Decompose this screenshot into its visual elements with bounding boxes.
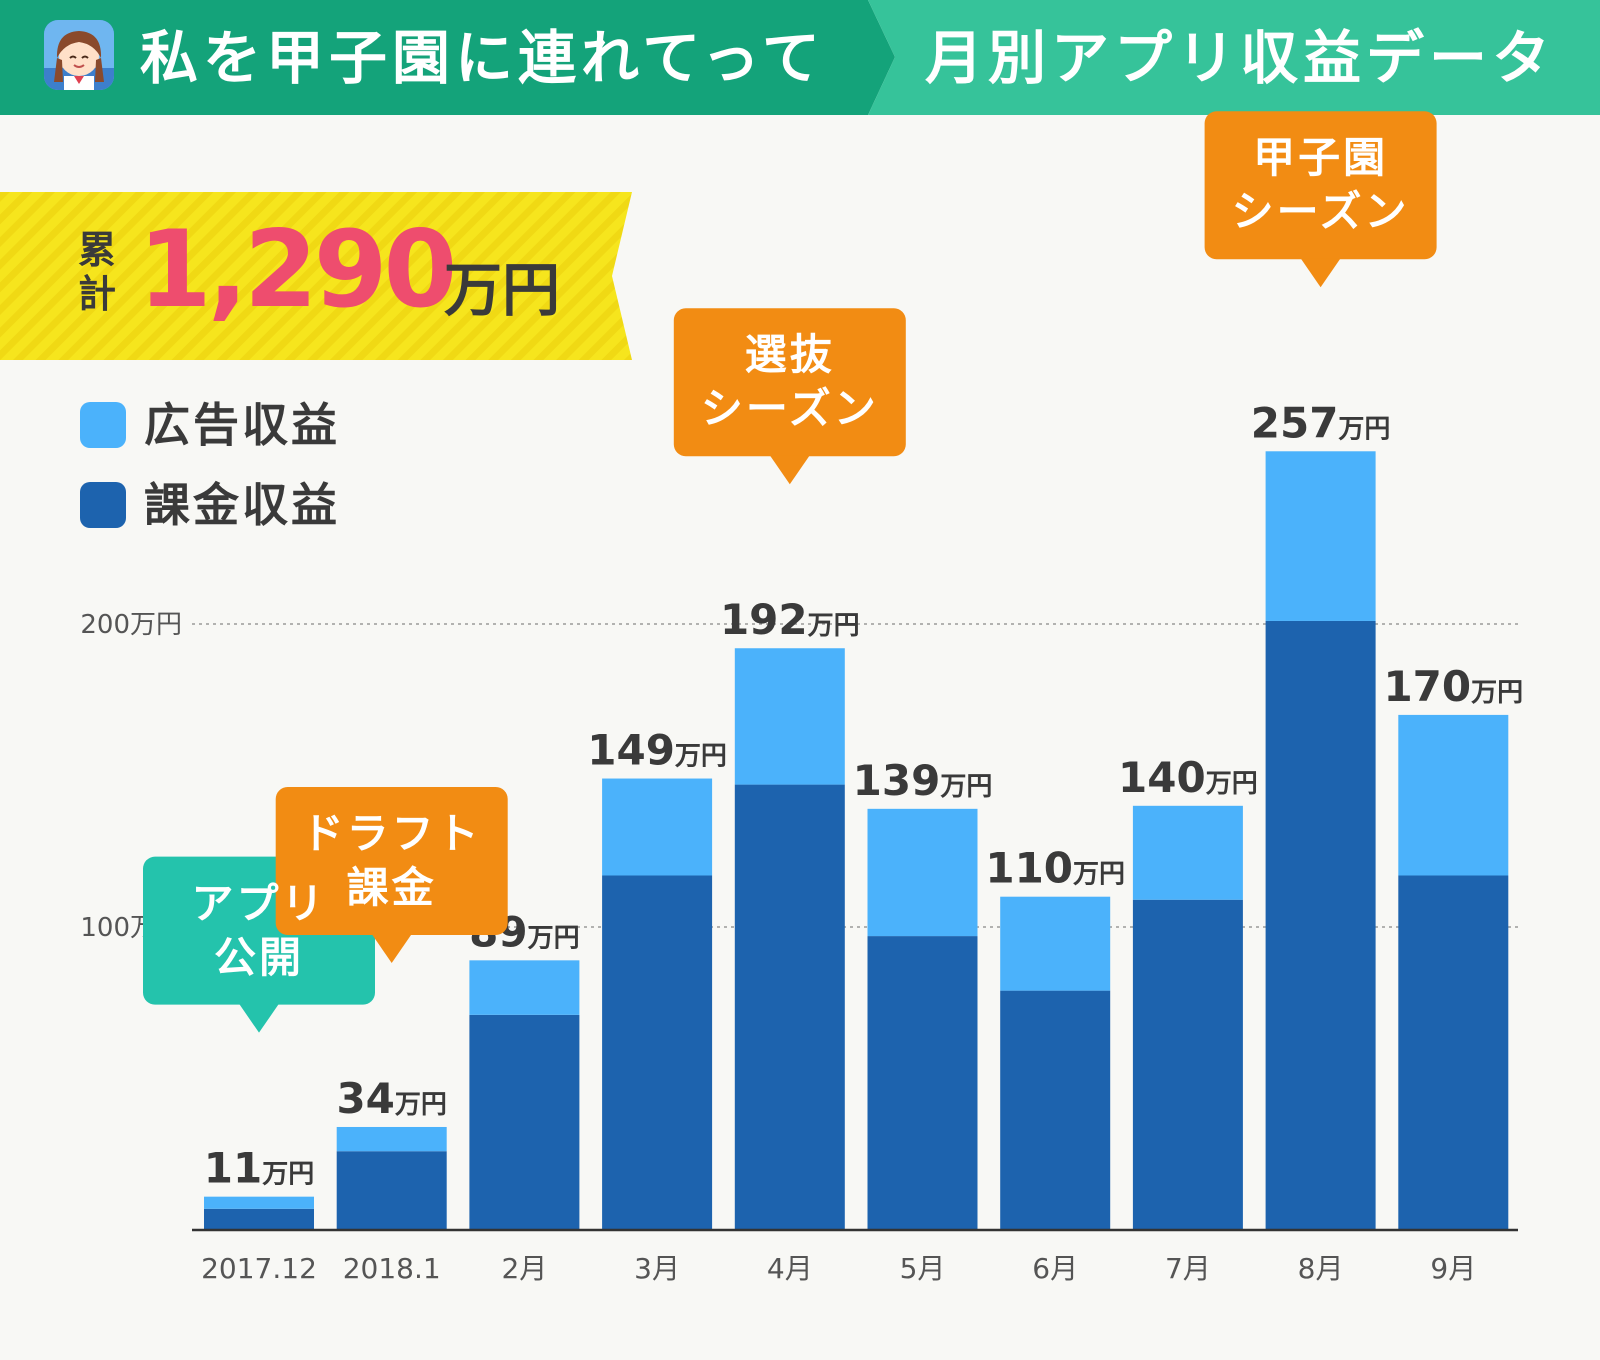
bar-segment-ad <box>204 1196 314 1209</box>
chart-title: 月別アプリ収益データ <box>925 24 1556 92</box>
bar-total-label: 140万円 <box>1118 753 1258 802</box>
x-tick-label: 4月 <box>767 1252 813 1285</box>
bar-segment-ad <box>469 960 580 1015</box>
x-tick-label: 9月 <box>1430 1252 1476 1285</box>
bar-segment-iap <box>867 936 978 1230</box>
header-banner: 私を甲子園に連れてって 月別アプリ収益データ <box>0 0 1600 115</box>
x-tick-label: 2018.1 <box>343 1252 441 1285</box>
x-tick-label: 6月 <box>1032 1252 1078 1285</box>
cumulative-label: 累計 <box>78 228 117 316</box>
app-icon <box>44 20 114 90</box>
bar-total-unit: 万円 <box>1338 414 1390 444</box>
bar-segment-ad <box>867 808 978 937</box>
bar-total-unit: 万円 <box>1073 860 1125 890</box>
bar-segment-iap <box>469 1014 580 1230</box>
callout-label: 甲子園 シーズン <box>1231 133 1410 237</box>
bar-total-label: 34万円 <box>336 1074 446 1123</box>
bar-total-value: 257 <box>1251 398 1339 447</box>
bar-segment-iap <box>602 875 713 1230</box>
callout-box <box>1204 111 1437 260</box>
bar-total-label: 192万円 <box>720 595 860 644</box>
header-background <box>0 0 1600 115</box>
x-tick-label: 8月 <box>1298 1252 1344 1285</box>
bar-total-unit: 万円 <box>675 742 727 772</box>
bar-total-value: 170 <box>1383 662 1471 711</box>
legend-label-ad: 広告収益 <box>144 398 340 452</box>
x-tick-label: 5月 <box>900 1252 946 1285</box>
callout-label: アプリ 公開 <box>191 878 327 982</box>
bar-segment-iap <box>204 1208 314 1230</box>
bar-segment-ad <box>1132 805 1243 900</box>
cumulative-unit: 万円 <box>444 256 561 324</box>
striped-banner-background <box>0 192 632 360</box>
bar-total-value: 139 <box>853 756 941 805</box>
bar-segment-iap <box>336 1151 447 1230</box>
bar-segment-iap <box>1000 990 1111 1230</box>
bar-segment-ad <box>1265 451 1376 621</box>
bar-total-value: 140 <box>1118 753 1206 802</box>
bar-total-label: 110万円 <box>985 844 1125 893</box>
bar-total-unit: 万円 <box>1471 678 1523 708</box>
callout-pointer <box>769 455 810 485</box>
bar-total-label: 257万円 <box>1251 398 1391 447</box>
callout-pointer <box>239 1003 279 1033</box>
app-title: 私を甲子園に連れてって <box>140 24 825 92</box>
cumulative-value: 1,290 <box>138 208 457 331</box>
bar-total-value: 149 <box>587 726 675 775</box>
x-tick-label: 2017.12 <box>201 1252 317 1285</box>
bar-segment-ad <box>1398 714 1509 876</box>
bar-segment-ad <box>734 648 845 785</box>
bar-segment-iap <box>734 784 845 1230</box>
callout-box <box>673 308 906 457</box>
bar-segment-ad <box>1000 896 1111 991</box>
bar-total-unit: 万円 <box>1206 769 1258 799</box>
bar-total-label: 149万円 <box>587 726 727 775</box>
callout-pointer <box>371 933 412 963</box>
cumulative-total-banner <box>0 192 640 360</box>
legend-swatch-iap <box>80 482 126 528</box>
x-tick-label: 7月 <box>1165 1252 1211 1285</box>
bar-total-unit: 万円 <box>262 1160 314 1190</box>
bar-total-label: 170万円 <box>1383 662 1523 711</box>
bar-segment-ad <box>602 778 713 876</box>
bar-segment-iap <box>1398 875 1509 1230</box>
legend-swatch-ad <box>80 402 126 448</box>
callout-box <box>275 786 508 935</box>
bar-total-value: 34 <box>336 1074 394 1123</box>
bar-segment-ad <box>336 1126 447 1152</box>
bar-total-label: 139万円 <box>853 756 993 805</box>
callout-label: ドラフト 課金 <box>301 808 482 912</box>
bar-total-unit: 万円 <box>395 1090 447 1120</box>
bar-total-label: 11万円 <box>204 1144 314 1193</box>
bar-segment-iap <box>1265 620 1376 1230</box>
bar-total-unit: 万円 <box>940 772 992 802</box>
callout-pointer <box>1300 258 1341 288</box>
bar-segment-iap <box>1132 899 1243 1230</box>
x-tick-label: 2月 <box>501 1252 547 1285</box>
bar-total-value: 11 <box>204 1144 262 1193</box>
y-tick-label: 200万円 <box>80 610 182 640</box>
callout-label: 選抜 シーズン <box>700 330 879 434</box>
x-tick-label: 3月 <box>634 1252 680 1285</box>
bar-total-unit: 万円 <box>808 611 860 641</box>
bar-total-unit: 万円 <box>528 923 580 953</box>
bar-total-value: 192 <box>720 595 808 644</box>
legend-label-iap: 課金収益 <box>144 478 340 532</box>
bar-total-value: 110 <box>985 844 1073 893</box>
